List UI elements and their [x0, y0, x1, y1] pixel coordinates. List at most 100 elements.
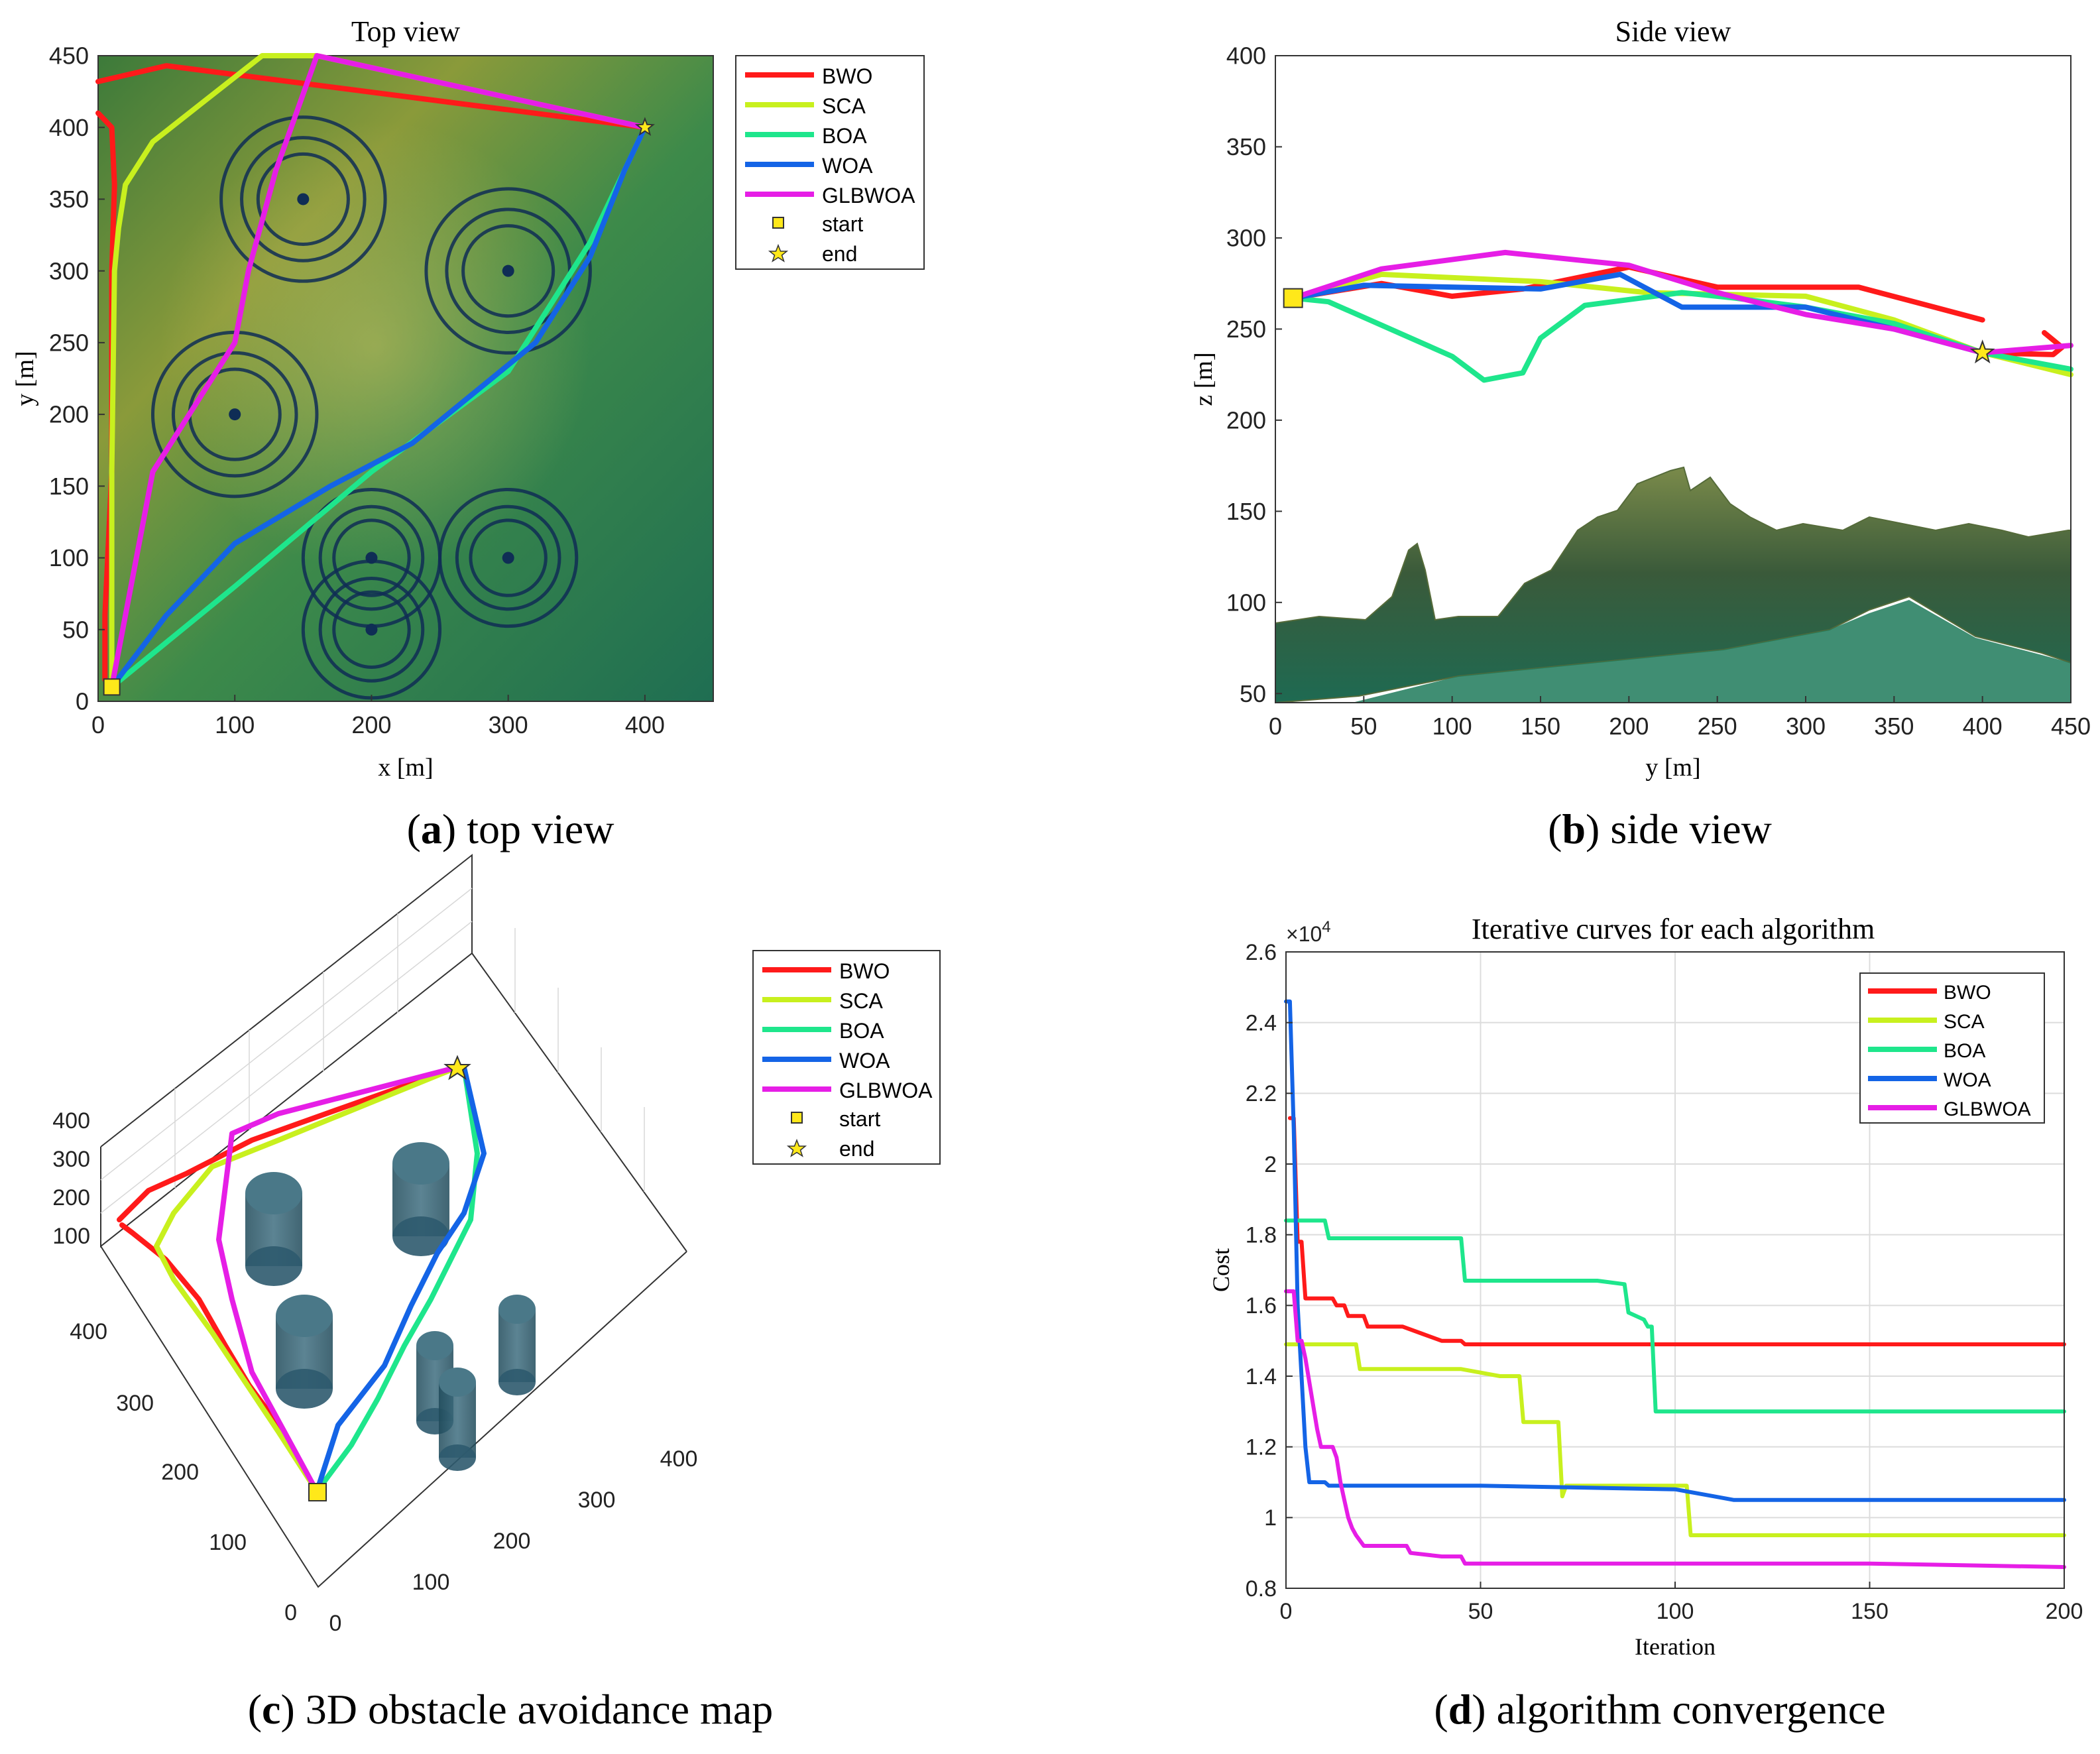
- 3d-z-tick: 100: [52, 1224, 90, 1249]
- obstacle-ring: [469, 518, 548, 597]
- obstacle-ring: [318, 576, 425, 683]
- top-view-ytick-label: 200: [49, 401, 89, 428]
- 3d-y-tick: 200: [161, 1460, 199, 1485]
- side-view-ticks: 0 50 100 150 200 250 300 350 400 4505010015020025…: [1226, 42, 2091, 740]
- 3d-cylinders: [245, 1142, 536, 1471]
- legend-start-marker: [772, 217, 784, 229]
- caption-d: (d) algorithm convergence: [1434, 1686, 1885, 1733]
- obstacle-center: [365, 623, 378, 636]
- caption-b: (b) side view: [1548, 805, 1772, 852]
- convergence-curves: [1284, 999, 2066, 1569]
- legend-end-marker: [786, 1138, 807, 1157]
- cylinder-obstacle: [498, 1295, 536, 1395]
- legend-label-sca: SCA: [1944, 1011, 1985, 1033]
- convergence-xtick-label: 100: [1657, 1599, 1694, 1624]
- side-view-ytick-label: 100: [1226, 589, 1266, 616]
- top-view-markers: [103, 117, 656, 696]
- convergence-xtick-label: 0: [1280, 1599, 1293, 1624]
- side-view-ytick-label: 50: [1240, 680, 1266, 707]
- caption-d-letter: d: [1448, 1686, 1472, 1733]
- 3d-x-tick: 100: [412, 1570, 450, 1595]
- convergence-ytick-label: 2.6: [1246, 940, 1277, 965]
- top-view-xtick-label: 0: [91, 711, 105, 738]
- side-view-xtick-label: 250: [1698, 713, 1737, 740]
- legend-label-glbwoa: GLBWOA: [1944, 1098, 2031, 1120]
- 3d-y-tick: 100: [209, 1530, 247, 1555]
- legend-label-glbwoa: GLBWOA: [822, 184, 915, 207]
- side-view-start-marker: [1283, 288, 1303, 308]
- top-view-ytick-label: 100: [49, 544, 89, 571]
- caption-b-letter: b: [1562, 805, 1586, 852]
- convergence-line-bwo: [1287, 1116, 2066, 1346]
- side-view-terrain: [1275, 466, 2071, 704]
- obstacle-ring: [318, 504, 425, 611]
- 3d-paths: [117, 1065, 487, 1494]
- legend-label-sca: SCA: [822, 94, 866, 118]
- top-view-start-marker: [103, 678, 121, 696]
- top-view-ytick-label: 400: [49, 114, 89, 141]
- 3d-x-tick: 0: [329, 1611, 342, 1636]
- caption-c-text: 3D obstacle avoidance map: [306, 1686, 774, 1733]
- convergence-line-woa: [1284, 999, 2066, 1502]
- top-view-panel: Top view 0 100 200 300 400 0 50 100 150 200 250 300…: [11, 15, 925, 782]
- obstacle-rings: [150, 115, 592, 700]
- 3d-y-ticks: 400 300 200 100 0: [70, 1319, 297, 1625]
- side-view-xtick-label: 200: [1609, 713, 1649, 740]
- 3d-path-bwo: [117, 1065, 460, 1222]
- top-view-title: Top view: [351, 15, 461, 48]
- side-view-ytick-label: 350: [1226, 133, 1266, 160]
- obstacle-ring: [424, 187, 592, 355]
- convergence-ticks: 0 50 100 150 200 0.8 1 1.2 1.4 1.6 1.8 2 2.2 2.4 2.6: [1246, 940, 2083, 1624]
- side-view-xtick-label: 350: [1874, 713, 1914, 740]
- legend-end-marker: [768, 243, 789, 263]
- 3d-z-ticks: 400 300 200 100: [52, 1108, 90, 1249]
- obstacle-ring: [219, 115, 387, 283]
- 3d-path-bwo-ground: [119, 1222, 320, 1494]
- convergence-ytick-label: 1.8: [1246, 1223, 1277, 1248]
- convergence-line-sca: [1284, 1342, 2066, 1537]
- caption-a: (a) top view: [407, 805, 614, 852]
- top-view-line-bwo: [95, 63, 648, 131]
- 3d-view-panel: 400 300 200 100 400 300 200 100 0 0 100 …: [52, 853, 941, 1636]
- 3d-x-ticks: 0 100 200 300 400: [329, 1446, 698, 1636]
- legend-label-start: start: [822, 212, 863, 236]
- legend-label-boa: BOA: [822, 124, 867, 148]
- convergence-ylabel: Cost: [1208, 1248, 1234, 1292]
- side-view-title: Side view: [1615, 15, 1731, 48]
- cylinder-obstacle: [276, 1295, 333, 1409]
- top-view-xtick-label: 100: [215, 711, 255, 738]
- 3d-z-tick: 400: [52, 1108, 90, 1134]
- 3d-y-tick: 400: [70, 1319, 107, 1344]
- top-view-end-marker: [634, 117, 656, 136]
- 3d-path-boa: [314, 1065, 480, 1494]
- side-view-ytick-label: 250: [1226, 316, 1266, 343]
- top-view-xtick-label: 400: [625, 711, 665, 738]
- obstacle-ring: [438, 487, 579, 628]
- 3d-path-glbwoa: [216, 1065, 460, 1494]
- obstacle-center: [502, 264, 514, 277]
- obstacle-ring: [455, 504, 561, 611]
- legend-start-marker: [791, 1112, 803, 1124]
- side-view-ytick-label: 400: [1226, 42, 1266, 70]
- 3d-x-tick: 400: [660, 1446, 698, 1472]
- top-view-ytick-label: 450: [49, 42, 89, 70]
- caption-c: (c) 3D obstacle avoidance map: [248, 1686, 774, 1733]
- cylinder-obstacle: [392, 1142, 449, 1256]
- obstacle-center: [229, 408, 241, 421]
- convergence-line-glbwoa: [1284, 1289, 2066, 1569]
- obstacle-center: [297, 193, 310, 205]
- top-view-line-sca: [109, 53, 648, 683]
- legend-label-start: start: [839, 1107, 880, 1131]
- top-view-xtick-label: 300: [489, 711, 528, 738]
- exponent-power: 4: [1322, 918, 1330, 936]
- legend-label-bwo: BWO: [839, 959, 890, 983]
- side-view-paths: [1290, 249, 2073, 383]
- legend-label-end: end: [839, 1137, 874, 1161]
- side-view-xtick-label: 400: [1963, 713, 2003, 740]
- side-view-xlabel: y [m]: [1645, 754, 1700, 782]
- legend-label-end: end: [822, 242, 857, 266]
- convergence-line-boa: [1284, 1218, 2066, 1414]
- convergence-exponent: ×104: [1286, 918, 1331, 946]
- top-view-ytick-label: 150: [49, 473, 89, 500]
